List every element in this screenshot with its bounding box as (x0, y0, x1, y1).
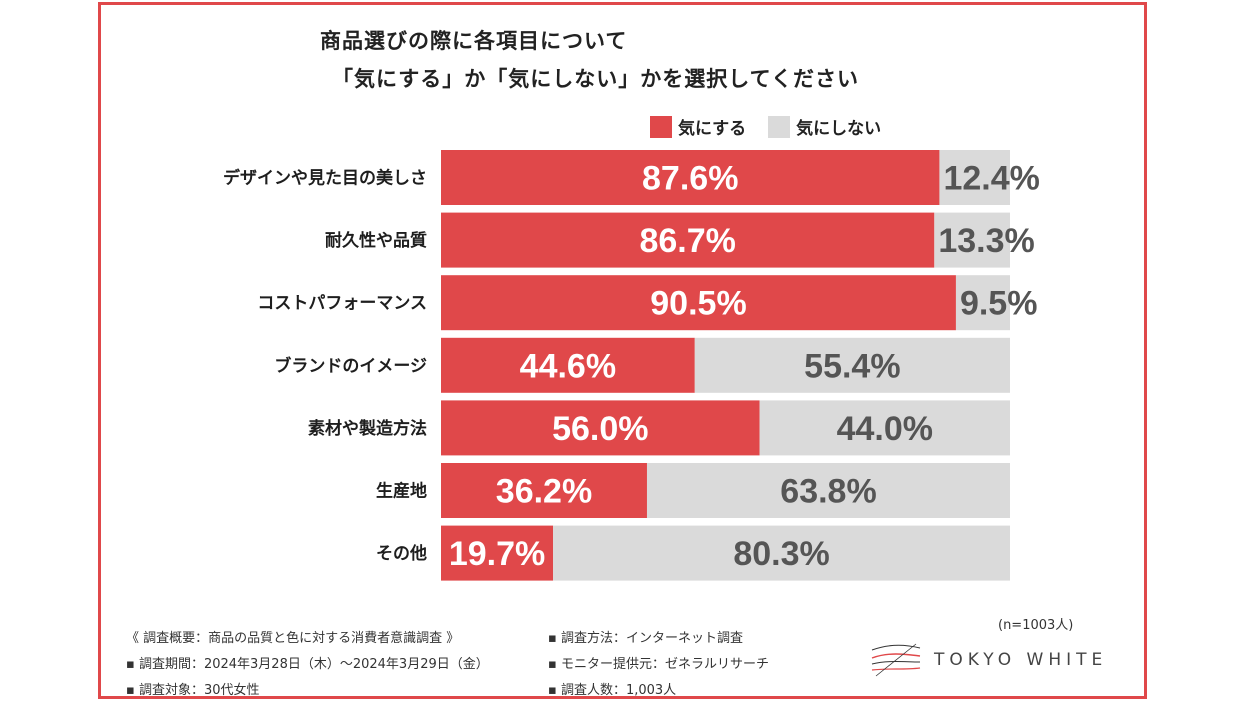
legend-item-concerned: 気にする (650, 114, 746, 139)
title-line-2: 「気にする」か「気にしない」かを選択してください (332, 67, 859, 91)
brand-mark-icon (871, 643, 921, 677)
chart-frame (98, 2, 1147, 699)
bar-concerned (441, 150, 940, 205)
bar-not-concerned (934, 212, 1010, 268)
bar-not-concerned (646, 463, 1010, 518)
data-label-not-concerned: 55.4% (804, 347, 900, 385)
data-label-concerned: 56.0% (552, 410, 648, 448)
note-count: ▪ 調査人数：1,003人 (548, 683, 677, 698)
legend-label-not-concerned: 気にしない (796, 119, 882, 139)
data-label-not-concerned: 63.8% (780, 473, 876, 511)
note-target: ▪ 調査対象：30代女性 (126, 683, 260, 698)
legend-swatch-not-concerned (768, 115, 791, 138)
data-label-concerned: 86.7% (639, 222, 735, 260)
bar-not-concerned (939, 150, 1010, 205)
data-label-not-concerned: 12.4% (943, 160, 1039, 198)
category-label: 素材や製造方法 (308, 418, 427, 439)
brand-logo: TOKYO WHITE (868, 640, 1107, 680)
category-label: デザインや見た目の美しさ (223, 168, 427, 189)
data-label-not-concerned: 44.0% (837, 410, 933, 448)
bar-not-concerned (694, 337, 1010, 393)
note-overview: 《 調査概要：商品の品質と色に対する消費者意識調査 》 (126, 631, 460, 646)
category-label: その他 (376, 543, 427, 564)
survey-notes-left: 《 調査概要：商品の品質と色に対する消費者意識調査 》 ▪ 調査期間：2024年… (126, 626, 489, 704)
legend-item-not-concerned: 気にしない (768, 114, 881, 139)
chart-title: 商品選びの際に各項目について 「気にする」か「気にしない」かを選択してください (320, 22, 859, 98)
bar-not-concerned (553, 525, 1010, 581)
category-label: 耐久性や品質 (325, 230, 427, 251)
bar-not-concerned (955, 275, 1010, 331)
note-method: ▪ 調査方法：インターネット調査 (548, 631, 743, 646)
bar-concerned (441, 337, 695, 393)
data-label-not-concerned: 13.3% (938, 222, 1034, 260)
bar-concerned (441, 400, 760, 456)
sample-size: (n=1003人) (998, 618, 1074, 633)
legend-swatch-concerned (650, 115, 672, 138)
data-label-concerned: 36.2% (496, 473, 592, 511)
bar-concerned (441, 463, 647, 518)
legend-label-concerned: 気にする (678, 119, 747, 139)
data-label-concerned: 87.6% (642, 160, 738, 198)
note-provider: ▪ モニター提供元：ゼネラルリサーチ (548, 657, 769, 672)
brand-name: TOKYO WHITE (934, 650, 1108, 670)
survey-notes-right: ▪ 調査方法：インターネット調査 ▪ モニター提供元：ゼネラルリサーチ ▪ 調査… (548, 626, 769, 704)
legend: 気にする 気にしない (650, 114, 903, 139)
category-label: ブランドのイメージ (274, 355, 427, 376)
data-label-not-concerned: 80.3% (733, 535, 829, 573)
data-label-concerned: 19.7% (449, 535, 545, 573)
data-label-concerned: 90.5% (650, 285, 746, 323)
note-period: ▪ 調査期間：2024年3月28日（木）〜2024年3月29日（金） (126, 657, 489, 672)
data-label-concerned: 44.6% (520, 347, 616, 385)
data-label-not-concerned: 9.5% (960, 285, 1038, 323)
bar-concerned (441, 525, 554, 581)
bar-concerned (441, 275, 956, 331)
bar-not-concerned (759, 400, 1010, 456)
bar-concerned (441, 212, 935, 268)
title-line-1: 商品選びの際に各項目について (320, 29, 628, 53)
category-label: コストパフォーマンス (257, 294, 427, 314)
category-label: 生産地 (376, 481, 427, 502)
